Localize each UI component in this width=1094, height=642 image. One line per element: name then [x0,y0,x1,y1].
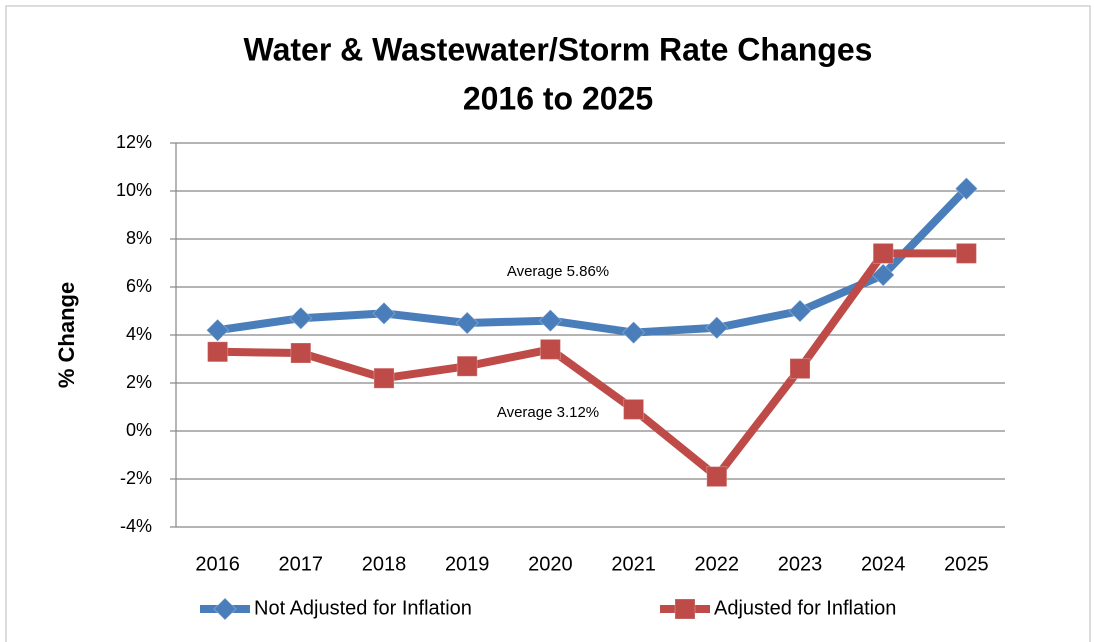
data-point [788,299,812,323]
legend-marker [674,598,696,620]
annotation: Average 3.12% [497,404,599,421]
data-point [207,341,229,363]
data-point [706,466,728,488]
data-point [955,242,977,264]
data-point [871,263,895,287]
x-tick-label: 2025 [944,553,989,575]
y-tick-label: -2% [120,468,152,488]
series-line [213,184,971,337]
y-tick-label: 4% [126,324,152,344]
series-line [213,249,971,481]
data-point [205,318,230,342]
y-tick-label: 6% [126,276,152,296]
x-tick-label: 2017 [279,553,324,575]
y-tick-label: -4% [120,516,152,536]
data-point [872,242,894,264]
y-tick-label: 8% [126,228,152,248]
legend-label: Adjusted for Inflation [714,597,896,619]
data-point [538,308,563,333]
y-tick-label: 12% [116,132,152,152]
chart-title: Water & Wastewater/Storm Rate Changes [244,31,873,67]
data-point [954,176,979,201]
x-tick-label: 2016 [195,553,240,575]
annotation: Average 5.86% [507,263,609,280]
legend-label: Not Adjusted for Inflation [254,597,472,619]
x-tick-label: 2021 [611,553,656,575]
x-tick-label: 2019 [445,553,490,575]
data-point [372,301,396,326]
x-tick-label: 2020 [528,553,573,575]
x-tick-label: 2018 [362,553,407,575]
y-tick-label: 2% [126,372,152,392]
legend-marker [213,597,237,621]
y-tick-label: 10% [116,180,152,200]
x-tick-label: 2022 [695,553,740,575]
data-point [290,342,312,364]
y-axis-label: % Change [54,282,79,388]
data-point [705,316,729,340]
data-point [455,311,479,335]
y-tick-label: 0% [126,420,152,440]
data-point [539,338,561,360]
data-point [456,355,478,377]
data-point [789,358,811,380]
data-point [373,367,395,389]
x-tick-label: 2023 [778,553,823,575]
x-tick-label: 2024 [861,553,906,575]
data-point [621,320,646,345]
data-point [289,306,313,330]
data-point [623,398,645,420]
chart-title: 2016 to 2025 [463,80,653,116]
